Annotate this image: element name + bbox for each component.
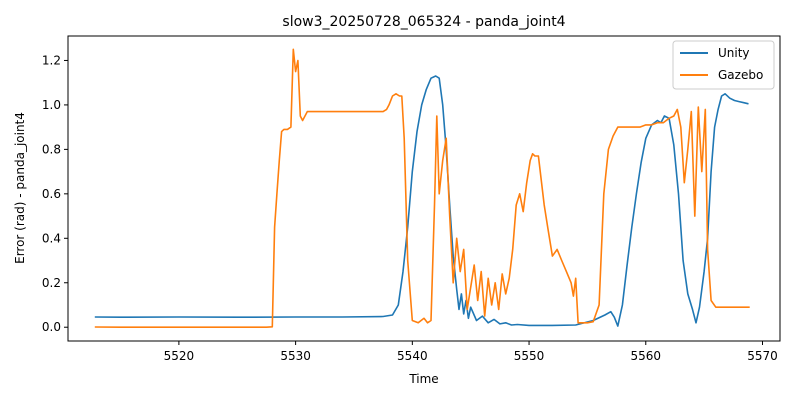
legend: Unity Gazebo	[672, 40, 775, 90]
y-tick-label: 1.0	[42, 98, 61, 112]
y-axis-label: Error (rad) - panda_joint4	[13, 112, 27, 264]
y-tick-label: 0.0	[42, 320, 61, 334]
x-axis-label: Time	[408, 372, 438, 386]
y-axis: 0.0 0.2 0.4 0.6 0.8 1.0 1.2	[42, 53, 68, 334]
plot-area	[94, 48, 750, 329]
x-tick-label: 5560	[630, 349, 661, 363]
x-tick-label: 5570	[747, 349, 778, 363]
x-tick-label: 5540	[397, 349, 428, 363]
series-line-gazebo	[94, 48, 750, 329]
x-tick-label: 5530	[280, 349, 311, 363]
legend-label-gazebo: Gazebo	[718, 68, 763, 82]
y-tick-label: 0.2	[42, 276, 61, 290]
plot-frame	[67, 35, 781, 342]
legend-label-unity: Unity	[718, 46, 750, 60]
x-tick-label: 5520	[164, 349, 195, 363]
chart-title: slow3_20250728_065324 - panda_joint4	[282, 14, 565, 30]
series-layer	[94, 48, 750, 329]
y-tick-label: 0.4	[42, 231, 61, 245]
x-tick-label: 5550	[514, 349, 545, 363]
series-line-unity	[94, 75, 749, 327]
y-tick-label: 0.6	[42, 187, 61, 201]
y-tick-label: 0.8	[42, 142, 61, 156]
y-tick-label: 1.2	[42, 53, 61, 67]
x-axis: 5520 5530 5540 5550 5560 5570	[164, 341, 778, 363]
